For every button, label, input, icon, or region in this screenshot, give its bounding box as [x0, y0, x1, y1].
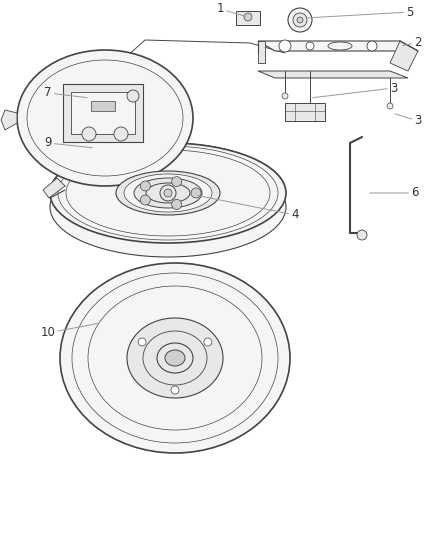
- Polygon shape: [1, 110, 17, 130]
- Text: 3: 3: [313, 82, 397, 98]
- Circle shape: [171, 386, 179, 394]
- Ellipse shape: [116, 171, 220, 215]
- Text: 5: 5: [308, 5, 413, 19]
- Circle shape: [204, 338, 212, 346]
- Text: 6: 6: [370, 187, 419, 199]
- Circle shape: [127, 90, 139, 102]
- Circle shape: [306, 42, 314, 50]
- Text: 4: 4: [198, 196, 299, 222]
- Polygon shape: [258, 71, 408, 78]
- Circle shape: [140, 181, 150, 191]
- Circle shape: [82, 127, 96, 141]
- Circle shape: [164, 189, 172, 197]
- Circle shape: [114, 127, 128, 141]
- Circle shape: [244, 13, 252, 21]
- Text: 9: 9: [44, 136, 92, 149]
- Circle shape: [297, 17, 303, 23]
- Ellipse shape: [157, 343, 193, 373]
- Circle shape: [367, 41, 377, 51]
- Polygon shape: [51, 143, 285, 199]
- Circle shape: [160, 185, 176, 201]
- Ellipse shape: [66, 150, 270, 236]
- Polygon shape: [285, 103, 325, 121]
- Ellipse shape: [134, 178, 202, 208]
- Bar: [63, 84, 143, 142]
- Text: 2: 2: [403, 36, 422, 50]
- Text: 1: 1: [216, 3, 245, 16]
- Ellipse shape: [146, 183, 190, 203]
- Polygon shape: [258, 41, 265, 63]
- Ellipse shape: [50, 143, 286, 243]
- Ellipse shape: [17, 50, 193, 186]
- Ellipse shape: [165, 350, 185, 366]
- Ellipse shape: [143, 331, 207, 385]
- Circle shape: [357, 230, 367, 240]
- Text: 10: 10: [41, 324, 97, 340]
- Ellipse shape: [124, 174, 212, 212]
- Text: 7: 7: [44, 86, 87, 100]
- Circle shape: [288, 8, 312, 32]
- Circle shape: [140, 195, 150, 205]
- Circle shape: [172, 176, 182, 187]
- Circle shape: [293, 13, 307, 27]
- Bar: [236, 11, 260, 25]
- Circle shape: [172, 199, 182, 209]
- Bar: [91, 101, 115, 111]
- Text: 3: 3: [395, 114, 422, 127]
- Circle shape: [138, 338, 146, 346]
- Circle shape: [387, 103, 393, 109]
- Bar: [71, 92, 135, 134]
- Circle shape: [191, 188, 201, 198]
- Polygon shape: [258, 41, 418, 51]
- Polygon shape: [390, 41, 418, 71]
- Ellipse shape: [50, 157, 286, 257]
- Circle shape: [279, 40, 291, 52]
- Ellipse shape: [60, 263, 290, 453]
- Circle shape: [282, 93, 288, 99]
- Ellipse shape: [127, 318, 223, 398]
- Polygon shape: [43, 178, 65, 198]
- Ellipse shape: [328, 42, 352, 50]
